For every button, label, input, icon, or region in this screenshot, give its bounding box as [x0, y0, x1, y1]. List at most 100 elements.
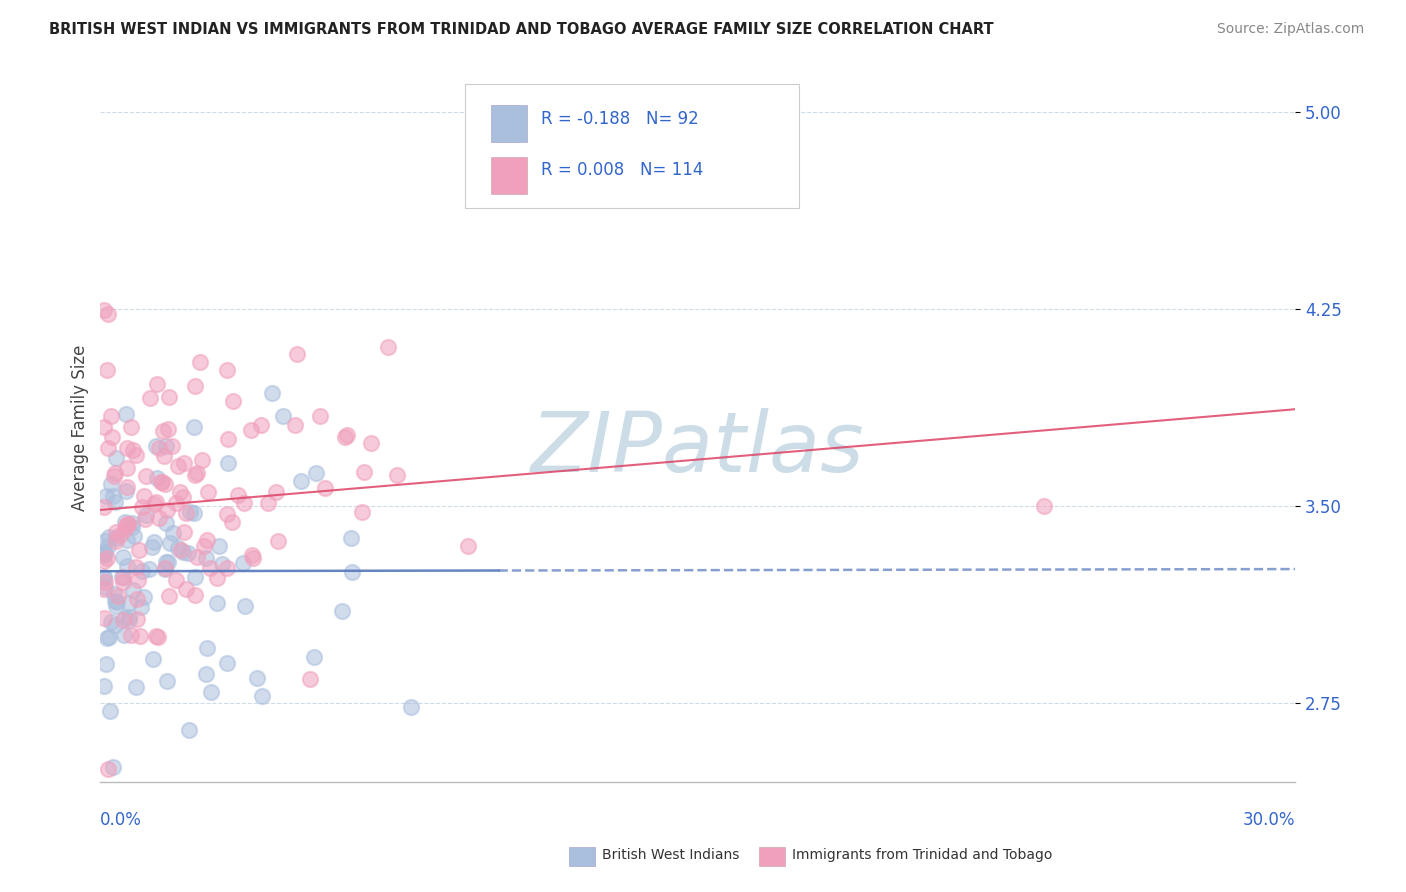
Point — [115, 461, 138, 475]
Point — [131, 500, 153, 514]
Point — [121, 516, 143, 530]
Point — [156, 422, 179, 436]
Point — [120, 420, 142, 434]
Point — [103, 587, 125, 601]
Point — [285, 347, 308, 361]
Point — [184, 378, 207, 392]
Point — [195, 640, 218, 655]
Point — [207, 571, 229, 585]
Point — [115, 483, 138, 498]
Point — [148, 511, 170, 525]
Point — [153, 450, 176, 464]
Point — [284, 418, 307, 433]
Point — [186, 467, 208, 481]
Point — [191, 453, 214, 467]
Point — [308, 409, 330, 424]
Point — [159, 536, 181, 550]
Point — [105, 451, 128, 466]
Point — [132, 489, 155, 503]
Point — [221, 515, 243, 529]
Point — [197, 484, 219, 499]
Point — [195, 551, 218, 566]
Point — [120, 627, 142, 641]
Point — [157, 390, 180, 404]
Point — [156, 502, 179, 516]
Point — [93, 574, 115, 589]
Point — [335, 430, 357, 444]
Point — [240, 423, 263, 437]
Point — [97, 441, 120, 455]
Point — [114, 611, 136, 625]
Point — [1033, 500, 1056, 514]
Point — [118, 610, 141, 624]
Point — [115, 480, 138, 494]
Point — [93, 570, 115, 584]
Point — [93, 420, 115, 434]
Point — [302, 650, 325, 665]
Point — [145, 439, 167, 453]
Point — [134, 512, 156, 526]
Text: BRITISH WEST INDIAN VS IMMIGRANTS FROM TRINIDAD AND TOBAGO AVERAGE FAMILY SIZE C: BRITISH WEST INDIAN VS IMMIGRANTS FROM T… — [49, 22, 994, 37]
Point — [93, 582, 115, 596]
Point — [193, 539, 215, 553]
Bar — [759, 847, 785, 866]
Point — [104, 466, 127, 480]
Point — [93, 500, 115, 515]
Point — [262, 386, 284, 401]
Point — [115, 533, 138, 547]
Point — [141, 540, 163, 554]
Text: R = -0.188   N= 92: R = -0.188 N= 92 — [541, 110, 699, 128]
Point — [135, 469, 157, 483]
Point — [93, 303, 115, 318]
Point — [101, 430, 124, 444]
Point — [93, 554, 115, 568]
Point — [104, 525, 127, 540]
Point — [149, 475, 172, 489]
Point — [217, 433, 239, 447]
Point — [117, 517, 139, 532]
Point — [138, 562, 160, 576]
Point — [146, 377, 169, 392]
Point — [103, 469, 125, 483]
Point — [250, 689, 273, 703]
Point — [112, 550, 135, 565]
Point — [125, 592, 148, 607]
Point — [101, 760, 124, 774]
Point — [271, 409, 294, 424]
Point — [377, 340, 399, 354]
Point — [114, 516, 136, 530]
Point — [122, 582, 145, 597]
Point — [184, 588, 207, 602]
Point — [162, 526, 184, 541]
Point — [97, 762, 120, 776]
Point — [156, 674, 179, 689]
Point — [232, 556, 254, 570]
Text: ZIPatlas: ZIPatlas — [531, 409, 865, 489]
Point — [339, 531, 361, 545]
Point — [353, 465, 375, 479]
Point — [101, 489, 124, 503]
Point — [152, 425, 174, 439]
Point — [246, 672, 269, 686]
Point — [117, 613, 139, 627]
Point — [97, 307, 120, 321]
Point — [330, 604, 353, 618]
Point — [112, 574, 135, 589]
Point — [217, 457, 239, 471]
Point — [200, 685, 222, 699]
Point — [104, 617, 127, 632]
Point — [226, 488, 249, 502]
Point — [399, 700, 422, 714]
Point — [121, 519, 143, 533]
Text: British West Indians: British West Indians — [602, 848, 740, 863]
Point — [93, 571, 115, 585]
Point — [157, 590, 180, 604]
Point — [94, 580, 117, 594]
Point — [148, 442, 170, 456]
Point — [142, 534, 165, 549]
Point — [266, 533, 288, 548]
Point — [128, 543, 150, 558]
Point — [104, 534, 127, 549]
Point — [173, 524, 195, 539]
Point — [139, 391, 162, 405]
